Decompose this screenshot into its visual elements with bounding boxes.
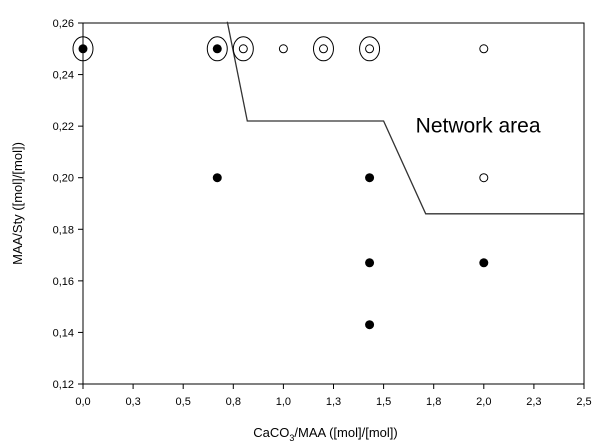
open-data-point [479,173,489,183]
highlight-circle [312,36,334,62]
open-data-point [365,44,375,54]
x-axis-label-rest: /MAA ([mol]/[mol]) [294,425,397,440]
axes: 0,0 0,3 0,5 0,8 1,0 1,3 1,5 1,8 2,0 2,3 2,5 0,12 0,1… [53,18,592,408]
x-tick-label: 2,0 [476,396,491,408]
x-tick-label: 0,8 [226,396,241,408]
annotations-layer: Network area [416,115,541,138]
filled-data-point [212,173,222,183]
network-boundary-line [226,21,584,215]
network-area-label: Network area [416,115,541,138]
x-tick-label: 0,3 [125,396,140,408]
open-data-point [238,44,248,54]
x-tick-label: 1,8 [426,396,441,408]
highlight-circle [206,36,228,62]
open-data-point [479,44,489,54]
y-tick-label: 0,22 [53,121,74,133]
filled-data-point [365,320,375,330]
y-tick-label: 0,14 [53,327,74,339]
x-tick-label: 1,3 [326,396,341,408]
x-tick-label: 2,5 [576,396,591,408]
x-tick-label: 1,0 [276,396,291,408]
y-axis-label: MAA/Sty ([mol]/[mol]) [10,142,25,265]
highlight-circle [232,36,254,62]
filled-data-point [78,44,88,54]
highlight-circle [72,36,94,62]
open-data-point [318,44,328,54]
x-axis-label-subscript: 3 [289,433,294,443]
y-tick-label: 0,26 [53,18,74,30]
boundary-line-layer [226,21,584,215]
y-tick-label: 0,12 [53,379,74,391]
data-points-layer [78,44,489,330]
filled-data-point [365,173,375,183]
y-tick-label: 0,18 [53,224,74,236]
x-tick-label: 2,3 [526,396,541,408]
y-tick-label: 0,16 [53,276,74,288]
highlight-circle [359,36,381,62]
y-tick-label: 0,20 [53,173,74,185]
highlight-circles-layer [72,36,381,62]
filled-data-point [365,258,375,268]
filled-data-point [479,258,489,268]
x-axis-label: CaCO3/MAA ([mol]/[mol]) [253,425,397,443]
open-data-point [278,44,288,54]
x-tick-label: 1,5 [376,396,391,408]
x-axis-label-main: CaCO [253,425,289,440]
filled-data-point [212,44,222,54]
y-tick-label: 0,24 [53,70,74,82]
x-tick-label: 0,5 [176,396,191,408]
x-tick-label: 0,0 [75,396,90,408]
